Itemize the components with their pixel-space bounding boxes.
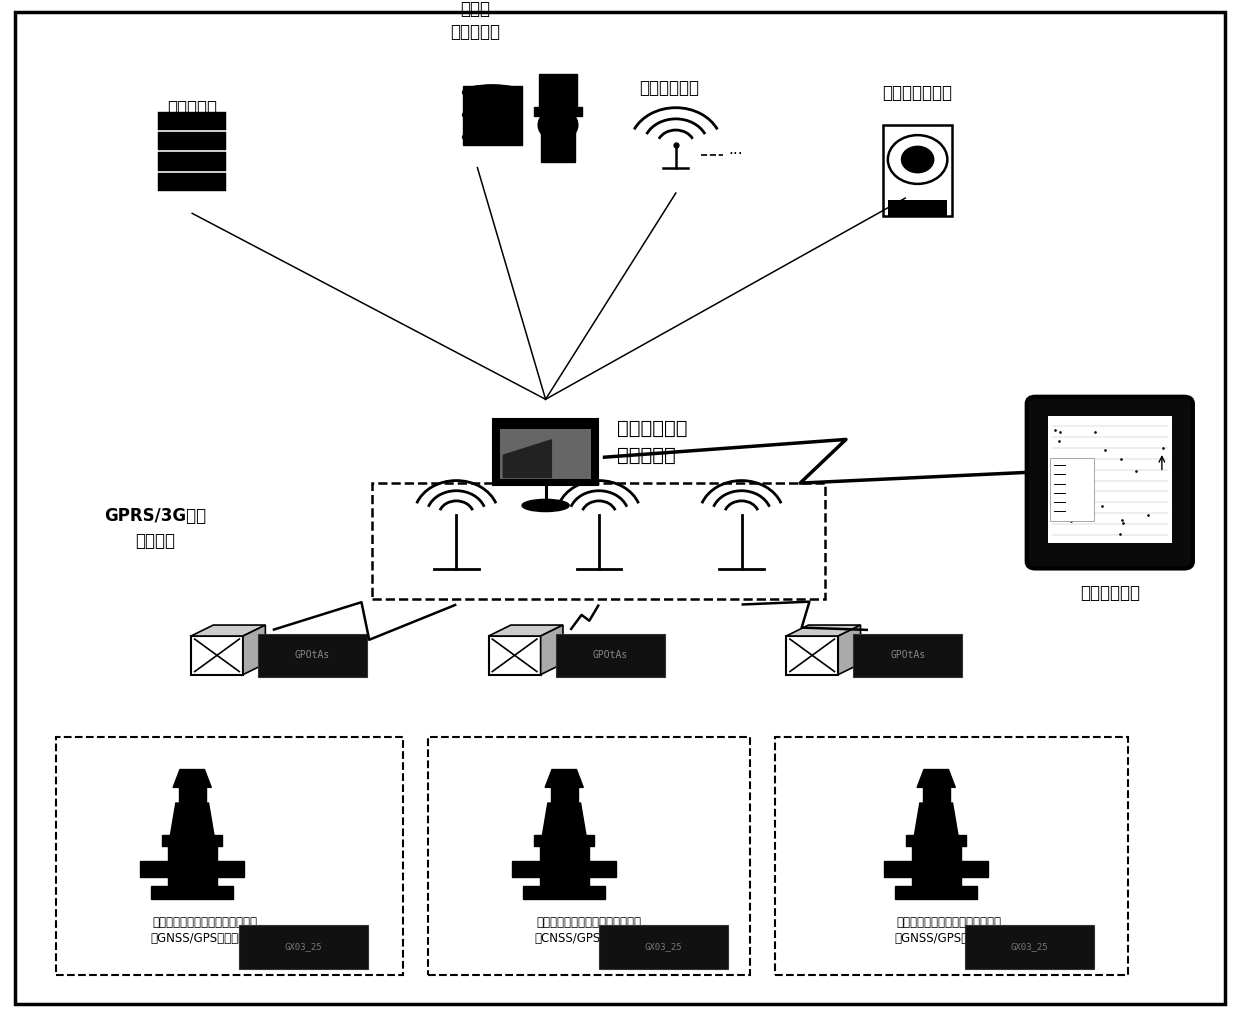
Bar xyxy=(775,737,1128,975)
Bar xyxy=(551,787,578,803)
Bar xyxy=(191,636,243,675)
Text: GPOtAs: GPOtAs xyxy=(890,650,925,660)
Bar xyxy=(159,132,226,150)
Bar xyxy=(1050,458,1094,521)
Ellipse shape xyxy=(463,108,522,123)
Bar xyxy=(589,862,616,877)
Bar xyxy=(556,634,665,677)
Bar xyxy=(151,886,233,899)
Bar xyxy=(911,843,961,886)
Bar xyxy=(489,636,541,675)
Text: GX03_25: GX03_25 xyxy=(285,943,322,951)
Bar xyxy=(961,862,988,877)
Bar xyxy=(494,419,599,485)
Text: GPOtAs: GPOtAs xyxy=(593,650,627,660)
Text: 消火栓底端安装压力、流量传感器
和GNSS/GPS位置信息模块: 消火栓底端安装压力、流量传感器 和GNSS/GPS位置信息模块 xyxy=(150,916,259,946)
Text: GPRS/3G网络
接入传输: GPRS/3G网络 接入传输 xyxy=(104,507,206,550)
Text: 数据库
信息服务器: 数据库 信息服务器 xyxy=(450,0,500,41)
Bar xyxy=(56,737,403,975)
Bar xyxy=(501,429,591,479)
Ellipse shape xyxy=(463,85,522,101)
Bar xyxy=(217,862,244,877)
Bar xyxy=(923,787,950,803)
Text: GPOtAs: GPOtAs xyxy=(295,650,330,660)
Polygon shape xyxy=(542,803,587,835)
Polygon shape xyxy=(546,769,583,787)
Ellipse shape xyxy=(522,499,569,512)
Bar xyxy=(1048,416,1172,543)
Bar xyxy=(599,925,728,969)
Bar xyxy=(884,862,911,877)
Bar xyxy=(534,835,594,845)
Bar xyxy=(162,835,222,845)
Bar xyxy=(512,862,539,877)
Bar xyxy=(140,862,167,877)
Polygon shape xyxy=(914,803,959,835)
Text: 数据共享平台: 数据共享平台 xyxy=(640,78,699,97)
Text: 消火栓底端安装压力、流量传感器
和GNSS/GPS位置信息模块: 消火栓底端安装压力、流量传感器 和GNSS/GPS位置信息模块 xyxy=(894,916,1003,946)
Bar xyxy=(258,634,367,677)
Text: 智能终端显示: 智能终端显示 xyxy=(1080,583,1140,601)
Text: GX03_25: GX03_25 xyxy=(1011,943,1048,951)
Bar xyxy=(906,835,966,845)
Polygon shape xyxy=(489,625,563,636)
Text: GX03_25: GX03_25 xyxy=(645,943,682,951)
Bar xyxy=(239,925,368,969)
Polygon shape xyxy=(170,803,215,835)
Polygon shape xyxy=(174,769,211,787)
Polygon shape xyxy=(541,625,563,675)
Bar xyxy=(167,843,217,886)
Bar xyxy=(159,112,226,130)
Text: ...: ... xyxy=(728,142,743,156)
Bar xyxy=(883,125,952,216)
Bar xyxy=(541,123,575,162)
Bar xyxy=(895,886,977,899)
Bar xyxy=(534,107,582,116)
Bar xyxy=(539,74,577,111)
Bar xyxy=(463,86,522,145)
Bar xyxy=(159,152,226,171)
Text: 智能消火栓信
息监控系统: 智能消火栓信 息监控系统 xyxy=(618,420,687,464)
Bar xyxy=(539,843,589,886)
Text: G4K: G4K xyxy=(911,196,924,200)
Polygon shape xyxy=(191,625,265,636)
Bar xyxy=(523,886,605,899)
Text: 消火栓底端安装压力、流量传感器
和CNSS/GPS位置信息模块: 消火栓底端安装压力、流量传感器 和CNSS/GPS位置信息模块 xyxy=(534,916,644,946)
FancyBboxPatch shape xyxy=(1027,396,1193,569)
Text: 大数据分析平台: 大数据分析平台 xyxy=(883,83,952,102)
Ellipse shape xyxy=(463,129,522,144)
Bar xyxy=(372,483,825,599)
Polygon shape xyxy=(838,625,861,675)
Circle shape xyxy=(888,135,947,184)
Polygon shape xyxy=(243,625,265,675)
Bar xyxy=(786,636,838,675)
Bar xyxy=(853,634,962,677)
Polygon shape xyxy=(786,625,861,636)
Bar xyxy=(179,787,206,803)
Bar xyxy=(888,200,947,216)
Text: 应用服务器: 应用服务器 xyxy=(167,99,217,117)
Polygon shape xyxy=(918,769,955,787)
Bar xyxy=(428,737,750,975)
Circle shape xyxy=(901,146,934,173)
Bar xyxy=(965,925,1094,969)
Bar xyxy=(159,173,226,191)
Circle shape xyxy=(538,109,578,141)
